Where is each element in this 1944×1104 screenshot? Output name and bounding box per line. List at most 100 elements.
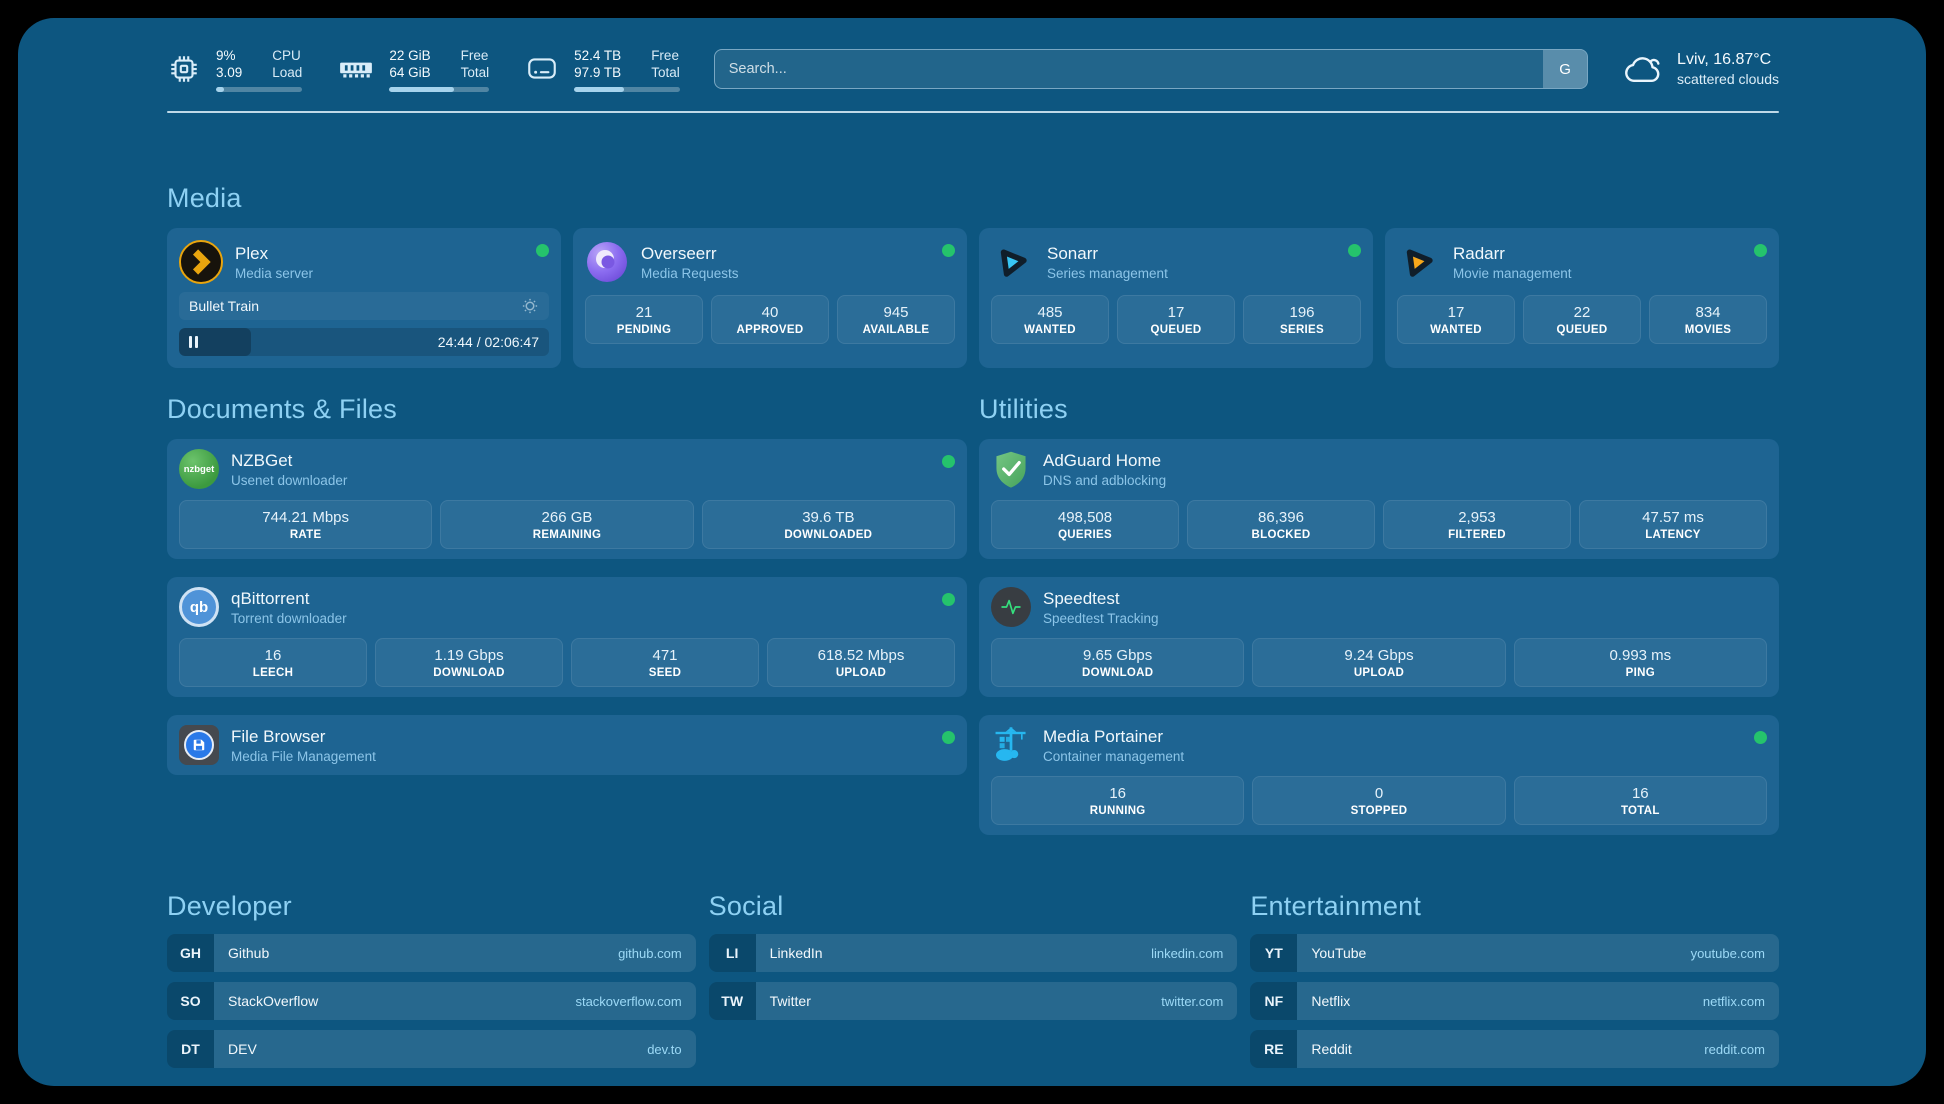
utilities-column: AdGuard Home DNS and adblocking 498,508 … [979, 439, 1779, 835]
link-linkedin[interactable]: LI LinkedIn linkedin.com [708, 934, 1238, 972]
link-youtube[interactable]: YT YouTube youtube.com [1250, 934, 1779, 972]
playback-progress: 24:44 / 02:06:47 [179, 328, 549, 356]
section-title-developer: Developer [167, 891, 292, 921]
stat-tile: 39.6 TB DOWNLOADED [701, 500, 955, 549]
ram-progress-bar [389, 86, 490, 92]
link-name: StackOverflow [228, 993, 319, 1009]
link-abbr: TW [708, 982, 756, 1020]
ram-free-label: Free [460, 47, 489, 63]
developer-section: Developer GH Github github.com SO StackO… [167, 891, 696, 1068]
app-subtitle: Container management [1043, 748, 1185, 764]
playback-time: 24:44 / 02:06:47 [437, 334, 539, 350]
stat-tile: 196 SERIES [1243, 295, 1361, 344]
link-abbr: RE [1250, 1030, 1298, 1068]
app-subtitle: Usenet downloader [231, 472, 348, 488]
app-card-plex[interactable]: Plex Media server Bullet Train 24:44 / 0… [167, 228, 561, 368]
link-twitter[interactable]: TW Twitter twitter.com [708, 982, 1238, 1020]
entertainment-section: Entertainment YT YouTube youtube.com NF … [1250, 891, 1779, 1068]
status-dot [1754, 731, 1767, 744]
cpu-label: CPU [272, 47, 301, 63]
link-abbr: GH [167, 934, 214, 972]
app-title: Radarr [1453, 243, 1505, 263]
now-playing-row: Bullet Train [179, 292, 549, 320]
plex-icon [179, 240, 223, 284]
dashboard-panel: 9% 3.09 CPU Load [18, 18, 1926, 1086]
disk-free-value: 52.4 TB [574, 47, 622, 63]
overseerr-icon [585, 240, 629, 284]
link-dev[interactable]: DT DEV dev.to [167, 1030, 696, 1068]
stat-tile: 498,508 QUERIES [991, 500, 1179, 549]
link-name: Netflix [1311, 993, 1351, 1009]
weather-location-temp: Lviv, 16.87°C [1677, 51, 1772, 68]
section-title-media: Media [167, 183, 242, 213]
app-card-speedtest[interactable]: Speedtest Speedtest Tracking 9.65 Gbps D… [979, 577, 1779, 697]
documents-column: nzbget NZBGet Usenet downloader 744.21 M… [167, 439, 967, 775]
stat-tile: 16 TOTAL [1513, 776, 1767, 825]
portainer-icon [991, 725, 1031, 765]
app-card-portainer[interactable]: Media Portainer Container management 16 … [979, 715, 1779, 835]
cloud-icon [1625, 57, 1660, 83]
app-card-radarr[interactable]: Radarr Movie management 17 WANTED 22 QUE… [1385, 228, 1779, 368]
ram-free-value: 22 GiB [389, 47, 431, 63]
search-input[interactable] [713, 49, 1589, 89]
app-subtitle: Series management [1047, 265, 1168, 281]
status-dot [942, 731, 955, 744]
now-playing-title: Bullet Train [189, 298, 260, 314]
disk-progress-bar [574, 86, 680, 92]
search-bar: G [713, 49, 1589, 89]
stat-tile: 16 LEECH [179, 638, 367, 687]
link-abbr: LI [708, 934, 756, 972]
link-github[interactable]: GH Github github.com [167, 934, 696, 972]
link-name: Github [228, 945, 270, 961]
stat-tile: 40 APPROVED [711, 295, 829, 344]
link-url: youtube.com [1690, 945, 1765, 961]
app-subtitle: Media Requests [641, 265, 739, 281]
link-url: stackoverflow.com [575, 993, 682, 1009]
link-name: YouTube [1311, 945, 1367, 961]
app-title: Sonarr [1047, 243, 1099, 263]
cpu-value: 9% [216, 47, 236, 63]
stat-tile: 744.21 Mbps RATE [179, 500, 433, 549]
pause-icon [189, 336, 198, 348]
app-title: Overseerr [641, 243, 717, 263]
gear-icon[interactable] [521, 297, 539, 315]
stat-tile: 9.24 Gbps UPLOAD [1252, 638, 1506, 687]
app-card-nzbget[interactable]: nzbget NZBGet Usenet downloader 744.21 M… [167, 439, 967, 559]
qbittorrent-icon: qb [179, 587, 219, 627]
link-url: dev.to [647, 1041, 682, 1057]
search-engine-button[interactable]: G [1543, 50, 1588, 88]
cpu-load-label: Load [272, 64, 303, 80]
stat-tile: 945 AVAILABLE [837, 295, 955, 344]
ram-total-value: 64 GiB [389, 64, 431, 80]
app-title: NZBGet [231, 450, 293, 470]
app-card-filebrowser[interactable]: File Browser Media File Management [167, 715, 967, 775]
system-stats: 9% 3.09 CPU Load [167, 47, 680, 92]
app-card-adguard[interactable]: AdGuard Home DNS and adblocking 498,508 … [979, 439, 1779, 559]
stat-tile: 17 QUEUED [1117, 295, 1235, 344]
section-title-social: Social [708, 891, 784, 921]
link-stackoverflow[interactable]: SO StackOverflow stackoverflow.com [167, 982, 696, 1020]
app-title: Media Portainer [1043, 726, 1164, 746]
status-dot [536, 244, 549, 257]
nzbget-icon: nzbget [179, 449, 219, 489]
link-name: DEV [228, 1041, 257, 1057]
stat-tile: 86,396 BLOCKED [1187, 500, 1375, 549]
app-title: Speedtest [1043, 588, 1120, 608]
ram-total-label: Total [460, 64, 490, 80]
link-abbr: YT [1250, 934, 1298, 972]
disk-icon [528, 58, 556, 79]
link-reddit[interactable]: RE Reddit reddit.com [1250, 1030, 1779, 1068]
app-card-sonarr[interactable]: Sonarr Series management 485 WANTED 17 Q… [979, 228, 1373, 368]
app-card-overseerr[interactable]: Overseerr Media Requests 21 PENDING 40 A… [573, 228, 967, 368]
link-url: reddit.com [1704, 1041, 1765, 1057]
sonarr-icon [991, 240, 1035, 284]
radarr-icon [1397, 240, 1441, 284]
stat-tile: 2,953 FILTERED [1383, 500, 1571, 549]
app-card-qbittorrent[interactable]: qb qBittorrent Torrent downloader 16 LEE… [167, 577, 967, 697]
app-subtitle: Torrent downloader [231, 610, 347, 626]
status-dot [942, 593, 955, 606]
link-netflix[interactable]: NF Netflix netflix.com [1250, 982, 1779, 1020]
ram-icon [340, 62, 373, 78]
status-dot [942, 244, 955, 257]
link-url: twitter.com [1161, 993, 1224, 1009]
